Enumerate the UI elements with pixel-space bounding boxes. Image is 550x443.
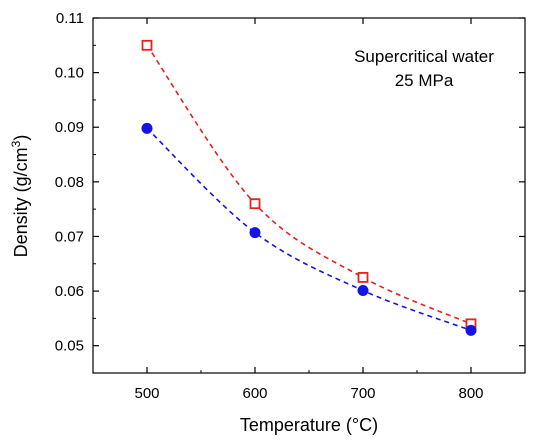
point-square-700 [357,272,369,283]
axis-ticks: 500 600 700 800 0.05 0.06 0.07 0.08 0.09 0.10 0.11 [55,10,526,402]
y-tick-label-0.05: 0.05 [55,338,84,355]
y-axis-label-close: ) [11,135,31,141]
y-tick-label-0.10: 0.10 [55,65,84,82]
point-circle-700 [357,285,369,297]
data-points [141,39,477,336]
y-tick-label-0.07: 0.07 [55,228,84,245]
annotation-line-1: Supercritical water [354,47,494,66]
y-axis-label-sup: 3 [9,140,23,147]
x-tick-label-600: 600 [242,385,267,402]
y-axis-label-main: Density (g/cm [11,147,31,257]
annotation-line-2: 25 MPa [395,71,454,90]
plot-frame [92,17,526,374]
point-circle-500 [141,122,153,134]
x-tick-label-500: 500 [134,385,159,402]
x-tick-label-800: 800 [458,385,483,402]
y-tick-label-0.09: 0.09 [55,119,84,136]
point-square-600 [249,198,261,210]
y-tick-label-0.06: 0.06 [55,283,84,300]
fit-curves [146,44,472,332]
fit-curve-0 [146,44,472,325]
x-axis-label: Temperature (°C) [240,415,378,435]
y-axis-label: Density (g/cm3) [9,135,31,258]
point-circle-800 [465,324,477,336]
point-circle-600 [249,227,261,239]
y-tick-label-0.08: 0.08 [55,174,84,191]
y-tick-label-0.11: 0.11 [56,10,84,27]
x-tick-label-700: 700 [350,385,375,402]
fit-curve-1 [146,127,472,332]
point-square-500 [141,39,153,51]
